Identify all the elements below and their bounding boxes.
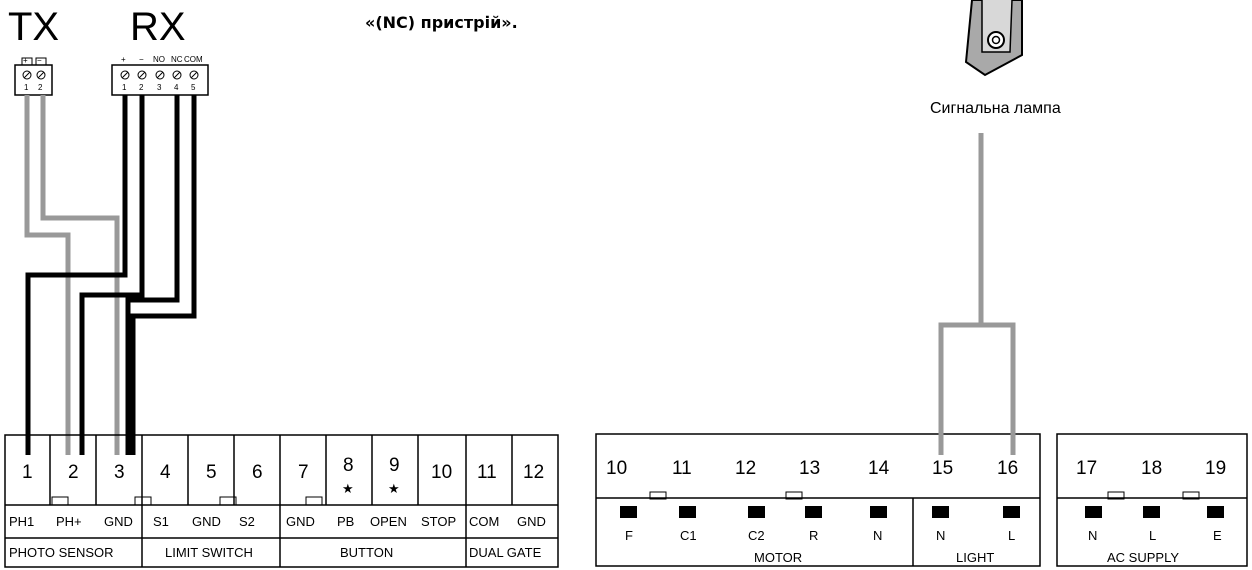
left-terminal-board: 1 2 3 4 5 6 7 8 9 10 11 12 ★ ★ PH1 PH+ G… [4, 434, 559, 568]
right-num-19: 19 [1205, 458, 1226, 479]
signal-lamp: Сигнальна лампа [930, 0, 1061, 117]
left-label-s1: S1 [153, 514, 169, 529]
mid-label-c1: C1 [680, 528, 697, 543]
mid-label-l: L [1008, 528, 1015, 543]
left-label-gnd: GND [286, 514, 315, 529]
left-num-6: 6 [252, 462, 263, 483]
wire-rx-5 [130, 95, 197, 455]
tx-num-1: 1 [24, 83, 29, 92]
right-label-l: L [1149, 528, 1156, 543]
rx-label: RX [130, 5, 186, 49]
right-terminal-board: 17 18 19 N L E AC SUPPLY [1056, 433, 1248, 567]
left-label-gnd: GND [104, 514, 133, 529]
right-label-e: E [1213, 528, 1222, 543]
left-label-gnd: GND [517, 514, 546, 529]
left-label-phplus: PH+ [56, 514, 82, 529]
group-limit-switch: LIMIT SWITCH [165, 545, 253, 560]
lamp-label: Сигнальна лампа [930, 100, 1061, 117]
rx-num-5: 5 [191, 83, 196, 92]
mid-num-11: 11 [672, 458, 692, 479]
mid-label-r: R [809, 528, 818, 543]
star-icon: ★ [388, 481, 400, 496]
left-num-1: 1 [22, 462, 33, 483]
tx-connector: + − 1 2 [14, 56, 53, 96]
wire-tx-1 [24, 95, 71, 455]
left-num-3: 3 [114, 462, 125, 483]
left-num-9: 9 [389, 455, 400, 476]
mid-label-f: F [625, 528, 633, 543]
group-light: LIGHT [956, 550, 994, 565]
wire-rx-1 [25, 95, 128, 455]
left-label-open: OPEN [370, 514, 407, 529]
rx-no-label: NO [153, 55, 165, 64]
note-text: «(NC) пристрій». [365, 13, 518, 32]
left-label-stop: STOP [421, 514, 456, 529]
group-photo-sensor: PHOTO SENSOR [9, 545, 114, 560]
mid-num-14: 14 [868, 458, 890, 479]
rx-num-3: 3 [157, 83, 162, 92]
mid-num-12: 12 [735, 458, 756, 479]
rx-com-label: COM [184, 55, 203, 64]
wire-rx-2 [79, 95, 145, 455]
star-icon: ★ [342, 481, 354, 496]
left-num-5: 5 [206, 462, 217, 483]
rx-nc-label: NC [171, 55, 183, 64]
rx-num-4: 4 [174, 83, 179, 92]
left-num-2: 2 [68, 462, 79, 483]
rx-num-1: 1 [122, 83, 127, 92]
wires-black [25, 95, 197, 455]
wire-tx-2 [40, 95, 120, 455]
right-num-17: 17 [1076, 458, 1097, 479]
lamp-wires [938, 133, 1016, 455]
mid-num-13: 13 [799, 458, 820, 479]
mid-num-10: 10 [606, 458, 627, 479]
group-motor: MOTOR [754, 550, 802, 565]
rx-num-2: 2 [139, 83, 144, 92]
left-label-ph1: PH1 [9, 514, 34, 529]
group-ac-supply: AC SUPPLY [1107, 550, 1179, 565]
left-label-pb: PB [337, 514, 354, 529]
mid-label-n: N [873, 528, 882, 543]
mid-label-n: N [936, 528, 945, 543]
left-num-10: 10 [431, 462, 452, 483]
group-button: BUTTON [340, 545, 393, 560]
left-label-s2: S2 [239, 514, 255, 529]
wire-rx-4 [125, 95, 180, 455]
mid-label-c2: C2 [748, 528, 765, 543]
rx-minus-label: − [139, 55, 144, 64]
left-label-com: COM [469, 514, 499, 529]
mid-num-16: 16 [997, 458, 1018, 479]
left-num-12: 12 [523, 462, 544, 483]
left-num-8: 8 [343, 455, 354, 476]
middle-terminal-board: 10 11 12 13 14 15 16 F C1 C2 R N N L MOT… [595, 433, 1041, 567]
mid-num-15: 15 [932, 458, 953, 479]
left-label-gnd: GND [192, 514, 221, 529]
tx-label: TX [8, 5, 59, 49]
rx-plus-label: + [121, 55, 126, 64]
group-dual-gate: DUAL GATE [469, 545, 542, 560]
left-num-4: 4 [160, 462, 171, 483]
rx-connector: + − NO NC COM 1 2 3 4 5 [111, 55, 209, 96]
wires-gray [24, 95, 120, 455]
tx-num-2: 2 [38, 83, 43, 92]
left-num-11: 11 [477, 462, 497, 483]
tx-plus-label: + [23, 56, 28, 65]
right-num-18: 18 [1141, 458, 1162, 479]
tx-minus-label: − [37, 56, 42, 65]
right-label-n: N [1088, 528, 1097, 543]
left-num-7: 7 [298, 462, 309, 483]
